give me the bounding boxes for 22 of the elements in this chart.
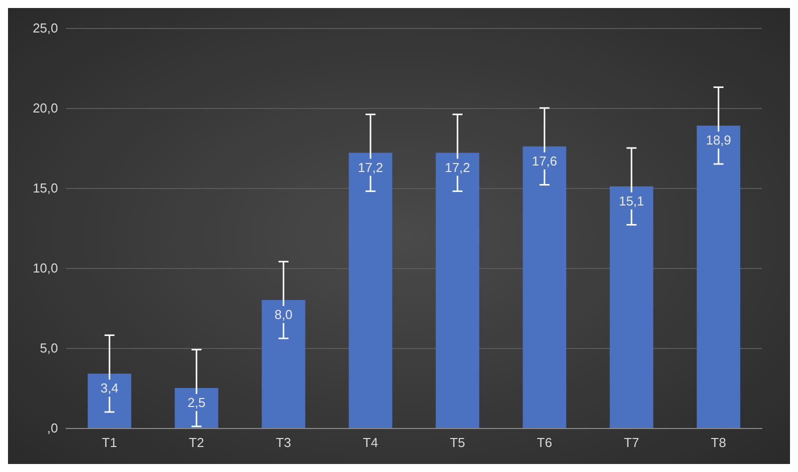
x-tick-label: T4 (362, 435, 378, 450)
data-label: 17,2 (444, 160, 470, 175)
data-label: 15,1 (618, 193, 644, 208)
y-tick-label: 5,0 (40, 340, 58, 356)
y-tick-label: ,0 (47, 420, 58, 436)
x-tick-label: T7 (624, 435, 640, 450)
data-label: 18,9 (706, 132, 732, 148)
data-label: 3,4 (100, 380, 119, 396)
y-tick-label: 10,0 (32, 260, 58, 276)
data-label: 17,2 (358, 160, 384, 175)
y-tick-label: 25,0 (32, 20, 58, 36)
data-label: 8,0 (274, 307, 293, 322)
x-tick-label: T2 (188, 435, 204, 450)
y-tick-label: 20,0 (32, 100, 58, 116)
x-tick-label: T1 (102, 435, 118, 450)
x-tick-label: T5 (450, 435, 466, 450)
y-tick-label: 15,0 (32, 180, 58, 196)
x-tick-label: T6 (536, 435, 552, 450)
x-tick-label: T3 (276, 435, 292, 450)
data-label: 17,6 (532, 153, 558, 168)
x-tick-label: T8 (710, 435, 726, 450)
data-label: 2,5 (187, 395, 206, 410)
